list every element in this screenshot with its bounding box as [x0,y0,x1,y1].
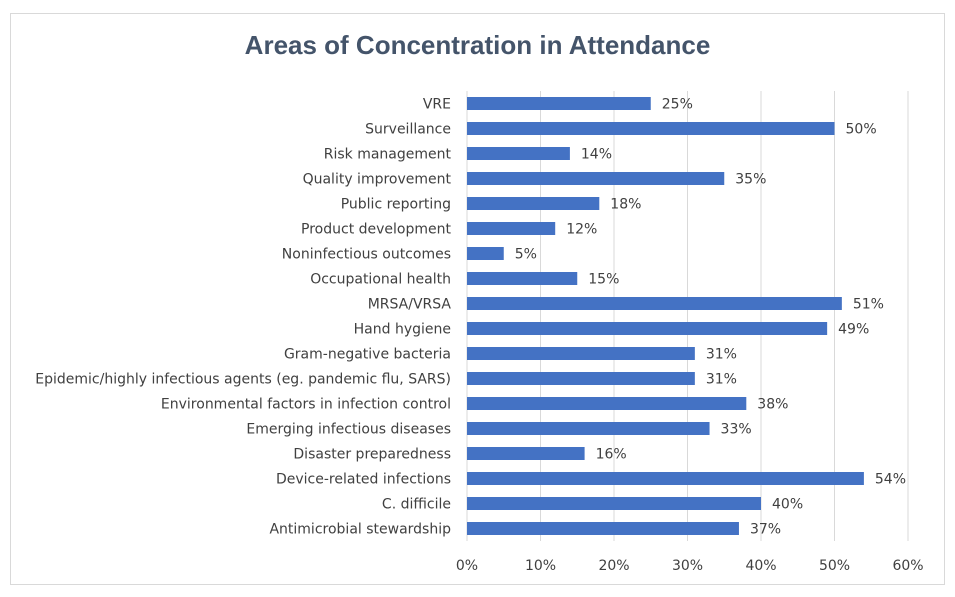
data-label: 50% [846,122,877,138]
category-label: Device-related infections [276,472,451,488]
bar [467,122,835,135]
category-label: VRE [423,97,451,113]
category-label: Surveillance [365,122,451,138]
data-label: 31% [706,372,737,388]
bar [467,447,585,460]
bar [467,247,504,260]
data-label: 15% [588,272,619,288]
bar [467,222,556,235]
category-label: Antimicrobial stewardship [269,522,451,538]
data-label: 18% [610,197,641,213]
category-label: C. difficile [382,497,451,513]
bar [467,422,710,435]
bar [467,97,651,110]
x-tick-label: 10% [525,558,556,574]
data-label: 33% [721,422,752,438]
category-label: Hand hygiene [354,322,451,338]
data-label: 37% [750,522,781,538]
x-tick-label: 40% [745,558,776,574]
x-tick-label: 20% [598,558,629,574]
x-tick-label: 50% [819,558,850,574]
data-label: 25% [662,97,693,113]
bar [467,272,578,285]
category-label: Disaster preparedness [293,447,451,463]
bar [467,172,725,185]
category-label: Quality improvement [303,172,452,188]
bar [467,322,828,335]
category-label: Gram-negative bacteria [284,347,451,363]
category-label: Environmental factors in infection contr… [161,397,451,413]
bar [467,372,695,385]
data-label: 14% [581,147,612,163]
bar [467,497,761,510]
category-label: MRSA/VRSA [368,297,452,313]
x-tick-label: 0% [456,558,478,574]
category-label: Public reporting [341,197,451,213]
bar [467,197,600,210]
chart-title: Areas of Concentration in Attendance [244,30,711,60]
category-label: Epidemic/highly infectious agents (eg. p… [35,372,451,388]
data-label: 49% [838,322,869,338]
data-label: 40% [772,497,803,513]
data-label: 5% [515,247,537,263]
bar [467,147,570,160]
data-label: 35% [735,172,766,188]
category-label: Product development [301,222,451,238]
bar [467,397,747,410]
x-tick-label: 30% [672,558,703,574]
bar [467,297,842,310]
data-label: 38% [757,397,788,413]
data-label: 31% [706,347,737,363]
data-label: 51% [853,297,884,313]
category-label: Occupational health [310,272,451,288]
bar [467,472,864,485]
x-tick-label: 60% [892,558,923,574]
bar [467,522,739,535]
bar [467,347,695,360]
category-label: Noninfectious outcomes [282,247,451,263]
data-label: 12% [566,222,597,238]
category-label: Emerging infectious diseases [246,422,451,438]
data-label: 16% [596,447,627,463]
category-label: Risk management [324,147,452,163]
data-label: 54% [875,472,906,488]
